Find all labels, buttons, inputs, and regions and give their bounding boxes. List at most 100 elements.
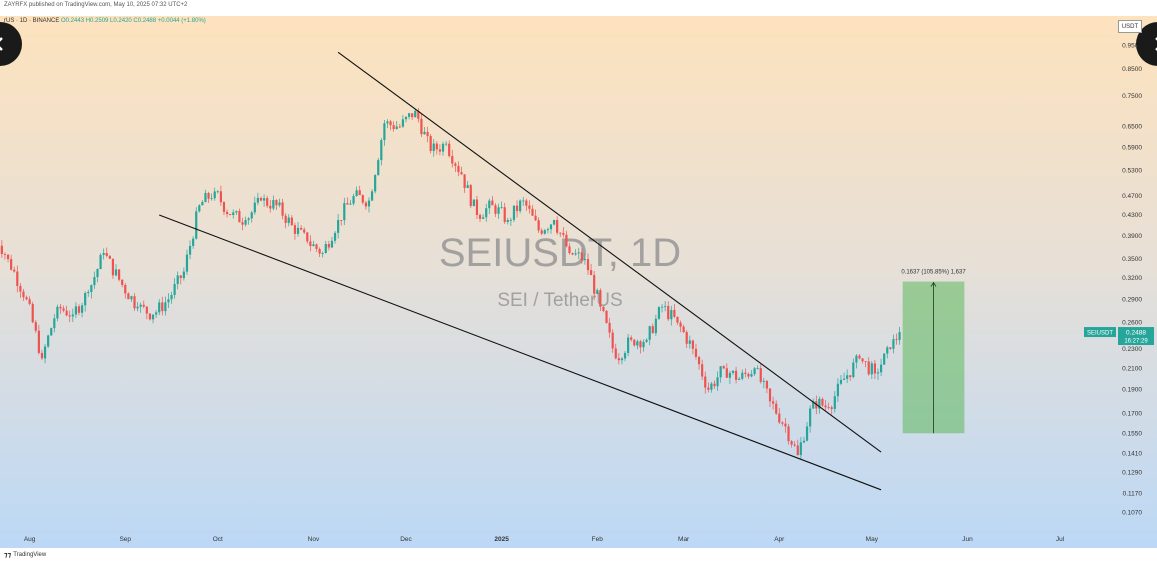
candle-body [494,205,497,214]
candle-body [716,377,719,387]
candle-body [506,220,509,222]
candle-body [515,205,519,212]
price-tick-label: 0.5900 [1122,144,1142,151]
candle-body [525,200,528,206]
candle-body [429,136,432,151]
candle-body [355,190,358,196]
price-tick-label: 0.3900 [1122,233,1142,240]
candle-body [574,253,577,255]
price-tick-label: 0.1550 [1122,430,1142,437]
projection-box: 0.1637 (105.85%) 1,637 [901,270,966,434]
logo-text: TradingView [13,552,47,558]
candle-body [59,306,62,309]
candle-body [756,368,759,369]
candle-body [90,285,93,293]
last-price-tag: SEIUSDT 0.2488 16:27:29 [1084,327,1154,346]
candle-body [802,440,806,443]
candle-body [787,426,790,442]
watermark-subtitle: SEI / TetherUS [497,290,622,311]
candle-body [586,259,590,271]
candle-body [247,218,250,221]
candle-body [40,352,44,359]
candle-body [738,378,741,380]
candle-body [824,405,827,408]
candle-body [77,306,81,313]
candle-body [620,358,624,361]
candle-body [287,217,290,223]
support-trendline [159,214,882,491]
next-arrow-button[interactable] [1136,22,1157,66]
candle-body [509,219,512,221]
candle-body [593,275,596,294]
candle-body [602,306,605,311]
previous-arrow-button[interactable] [0,22,22,66]
candle-body [395,126,398,129]
candle-body [469,185,472,207]
candle-body [167,299,170,303]
candle-body [161,302,164,312]
candle-body [84,292,87,306]
time-tick-label: Jul [1056,536,1065,543]
countdown-label: 16:27:29 [1124,339,1148,345]
tradingview-logo-icon: ⁊⁊ [4,552,12,559]
candle-body [414,110,417,118]
watermark: SEIUSDT, 1D SEI / TetherUS [439,231,681,311]
candle-body [861,358,864,362]
candle-body [232,212,235,215]
candle-body [293,225,297,234]
candle-body [599,290,602,307]
candle-body [188,245,192,255]
candle-body [176,275,179,284]
candle-body [812,401,815,409]
time-tick-label: Apr [774,536,785,543]
candle-body [870,363,873,375]
candle-body [534,215,537,221]
candle-body [306,232,309,242]
candle-body [56,306,59,319]
price-tick-label: 0.2900 [1122,296,1142,303]
candle-body [145,306,148,314]
candle-body [108,255,111,259]
price-tick-label: 0.4300 [1122,212,1142,219]
candle-body [241,222,244,225]
candle-body [148,313,152,320]
candle-body [179,275,182,279]
candle-body [485,208,488,218]
candle-body [358,190,361,196]
candle-body [719,366,722,378]
candle-body [503,207,506,222]
candle-body [346,203,349,205]
price-tick-label: 0.8500 [1122,66,1142,73]
candle-body [642,341,645,348]
candle-body [130,296,133,300]
candle-body [633,339,636,346]
candle-body [96,269,99,278]
candle-body [821,398,824,406]
candle-body [886,347,889,354]
candle-body [478,214,482,219]
candle-body [796,445,799,456]
candle-body [482,217,485,219]
candle-body [472,199,475,207]
candle-body [889,347,892,349]
candle-body [540,230,543,234]
candle-body [364,202,367,207]
candle-body [775,403,778,414]
candle-body [651,326,654,334]
candle-body [790,441,793,445]
candle-body [701,364,704,377]
price-tick-label: 0.2100 [1122,365,1142,372]
candle-body [688,340,691,344]
candle-body [99,254,102,270]
candle-body [253,202,256,213]
candle-body [435,143,438,150]
candle-body [762,380,765,382]
candle-body [898,332,901,340]
candle-body [879,364,883,373]
candle-body [426,131,429,137]
candle-body [818,398,821,409]
candle-body [74,306,78,315]
candle-body [352,195,355,204]
candle-body [475,199,479,215]
